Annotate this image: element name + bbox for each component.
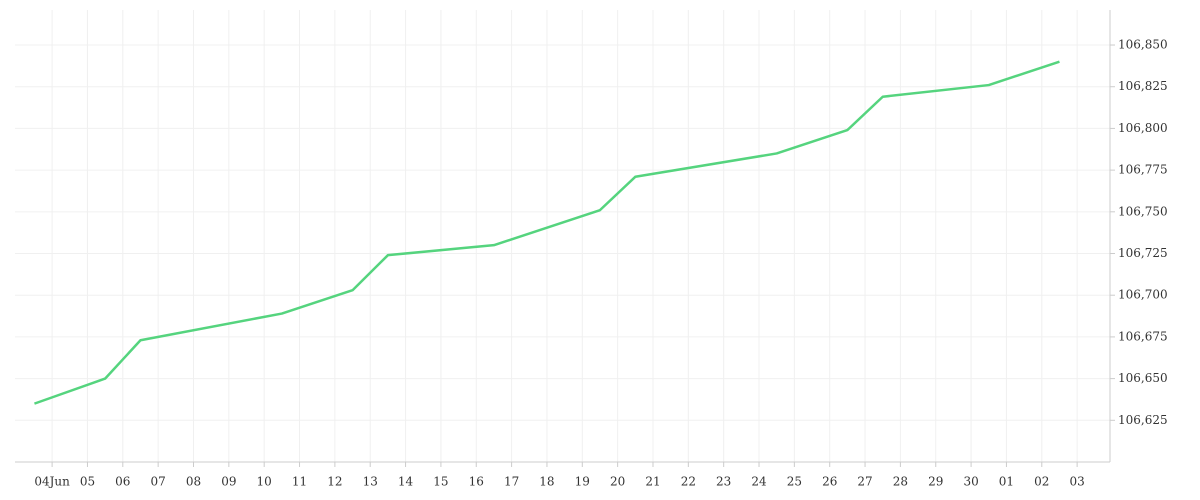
- y-tick-label: 106,700: [1118, 288, 1168, 302]
- x-tick-label: 22: [681, 475, 696, 489]
- y-tick-label: 106,650: [1118, 371, 1168, 385]
- x-tick-label: 11: [292, 475, 307, 489]
- x-tick-label: 12: [327, 475, 342, 489]
- x-tick-label: 15: [433, 475, 448, 489]
- x-tick-label: 02: [1034, 475, 1049, 489]
- x-tick-label: 24: [751, 475, 767, 489]
- x-tick-label: 04Jun: [34, 475, 70, 489]
- x-tick-label: 17: [504, 475, 519, 489]
- x-tick-label: 06: [115, 475, 130, 489]
- x-tick-label: 03: [1069, 475, 1084, 489]
- y-tick-label: 106,825: [1118, 79, 1168, 93]
- y-tick-label: 106,775: [1118, 163, 1168, 177]
- x-tick-label: 25: [787, 475, 802, 489]
- x-tick-label: 01: [999, 475, 1014, 489]
- x-tick-label: 20: [610, 475, 625, 489]
- x-tick-label: 14: [398, 475, 414, 489]
- y-tick-label: 106,625: [1118, 413, 1168, 427]
- x-tick-label: 09: [221, 475, 236, 489]
- y-tick-label: 106,750: [1118, 204, 1168, 218]
- data-line: [34, 60, 1060, 405]
- y-tick-label: 106,800: [1118, 121, 1168, 135]
- x-tick-label: 29: [928, 475, 943, 489]
- x-tick-label: 10: [257, 475, 272, 489]
- x-tick-label: 05: [80, 475, 95, 489]
- y-tick-label: 106,850: [1118, 38, 1168, 52]
- x-tick-label: 27: [857, 475, 872, 489]
- x-tick-label: 26: [822, 475, 837, 489]
- x-tick-label: 16: [469, 475, 484, 489]
- x-tick-label: 23: [716, 475, 731, 489]
- x-tick-label: 18: [539, 475, 554, 489]
- x-tick-label: 21: [645, 475, 660, 489]
- x-tick-label: 19: [575, 475, 590, 489]
- x-tick-label: 13: [363, 475, 378, 489]
- y-tick-label: 106,675: [1118, 329, 1168, 343]
- x-tick-label: 30: [963, 475, 978, 489]
- x-tick-label: 08: [186, 475, 201, 489]
- x-tick-label: 07: [151, 475, 166, 489]
- x-tick-label: 28: [893, 475, 908, 489]
- y-tick-label: 106,725: [1118, 246, 1168, 260]
